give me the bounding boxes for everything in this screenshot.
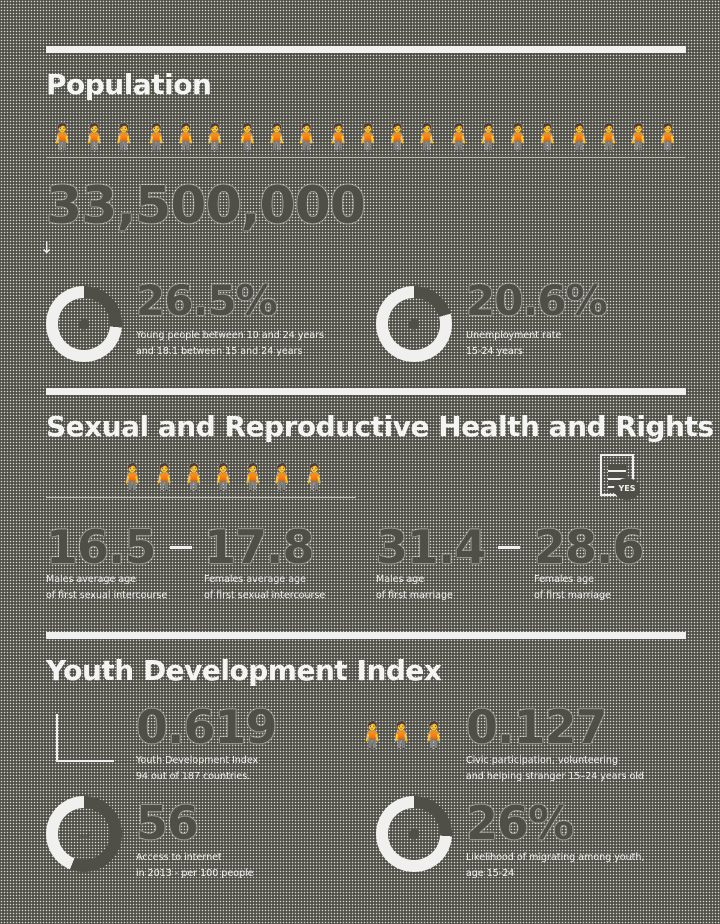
youth-share-caption: Young people between 10 and 24 years and …: [136, 330, 325, 357]
people-icons-group: 🧍🧍‍🧍: [356, 721, 450, 751]
unemployment-value: 20.6%: [466, 276, 608, 325]
internet-value: 56: [136, 796, 199, 850]
female-intercourse-age: 17.8: [204, 520, 314, 574]
person-icon: ●: [388, 808, 440, 860]
male-marriage-caption: Males age of first marriage: [376, 574, 453, 601]
internet-caption: Access to internet in 2013 - per 100 peop…: [136, 852, 254, 879]
arrow-down-icon: ↓: [40, 238, 54, 257]
unemployment-caption: Unemployment rate 15-24 years: [466, 330, 562, 357]
yes-badge: YES: [614, 478, 640, 500]
female-marriage-age: 28.6: [534, 520, 644, 574]
divider: [46, 46, 686, 53]
people-icons-row: 🧍‍🧍🧍🧍🧍🧍‍🧍: [46, 458, 356, 498]
male-intercourse-age: 16.5: [46, 520, 156, 574]
computer-icon: ▭: [58, 808, 110, 860]
line-chart-icon: [56, 714, 114, 762]
section-title-srhr: Sexual and Reproductive Health and Right…: [46, 410, 714, 443]
male-intercourse-caption: Males average age of first sexual interco…: [46, 574, 168, 601]
section-title-ydi: Youth Development Index: [46, 654, 442, 687]
ydi-caption: Youth Development Index 94 out of 187 cou…: [136, 755, 259, 782]
population-total: 33,500,000: [46, 176, 366, 236]
youth-share-donut: ●: [46, 286, 122, 362]
person-icon: ●: [58, 298, 110, 350]
people-icons-row: 🧍‍🧍🧍‍🧍🧍🧍‍🧍🧍🧍‍🧍🧍🧍🧍‍🧍🧍🧍🧍‍🧍🧍🧍🧍: [46, 118, 686, 158]
civic-caption: Civic participation, volunteering and hel…: [466, 755, 644, 782]
divider: [46, 632, 686, 639]
migration-donut: ●: [376, 796, 452, 872]
youth-share-value: 26.5%: [136, 276, 278, 325]
female-intercourse-caption: Females average age of first sexual inter…: [204, 574, 326, 601]
person-icon: ●: [388, 298, 440, 350]
dash: [498, 546, 520, 549]
internet-donut: ▭: [46, 796, 122, 872]
civic-value: 0.127: [466, 700, 608, 754]
male-marriage-age: 31.4: [376, 520, 486, 574]
dash: [170, 546, 192, 549]
section-title-population: Population: [46, 68, 212, 101]
migration-caption: Likelihood of migrating among youth, age …: [466, 852, 645, 879]
divider: [46, 388, 686, 395]
migration-value: 26%: [466, 796, 574, 850]
female-marriage-caption: Females age of first marriage: [534, 574, 611, 601]
ydi-value: 0.619: [136, 700, 278, 754]
unemployment-donut: ●: [376, 286, 452, 362]
